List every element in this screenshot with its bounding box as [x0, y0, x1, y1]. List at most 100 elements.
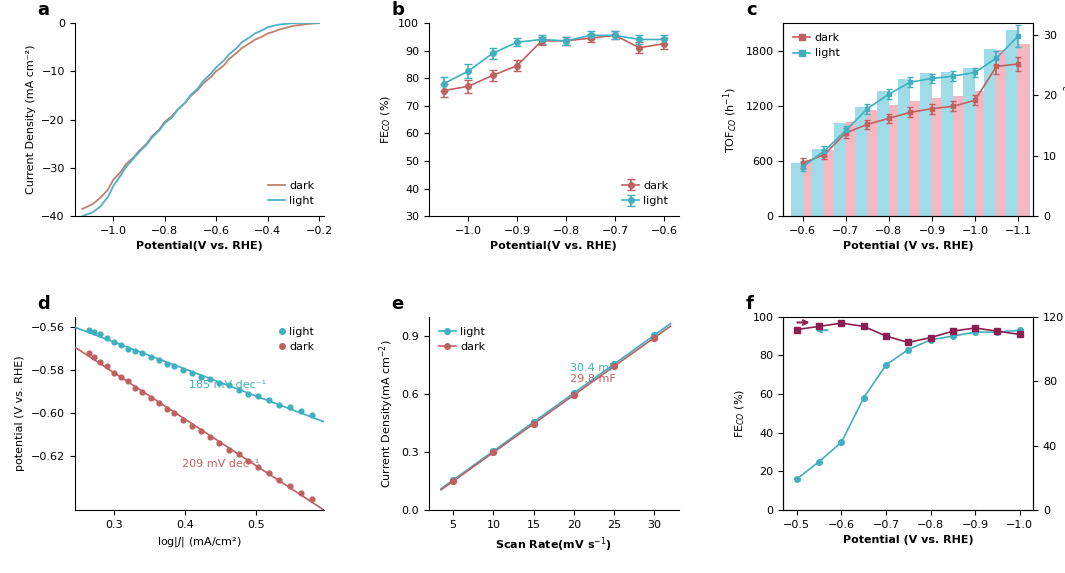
Bar: [813, 149, 824, 216]
light: [286, 19, 299, 26]
Point: [98, 333, 115, 343]
dark: [282, 24, 295, 31]
Point: [444, 477, 461, 486]
Line: dark: dark: [82, 23, 320, 209]
Point: [143, 353, 160, 362]
dark: [179, 99, 192, 106]
Point: [105, 368, 122, 377]
Bar: [1006, 30, 1018, 216]
Point: [292, 488, 309, 497]
Point: [485, 448, 502, 457]
light: [153, 127, 166, 134]
light: [192, 85, 204, 92]
Point: [281, 482, 298, 491]
light: [159, 120, 171, 127]
Point: [119, 344, 136, 354]
dark: [166, 112, 179, 119]
Point: [304, 411, 321, 420]
Point: [134, 387, 151, 397]
X-axis label: Potential(V vs. RHE): Potential(V vs. RHE): [490, 241, 618, 252]
Point: [91, 357, 108, 366]
Bar: [876, 91, 889, 216]
dark: [295, 21, 308, 28]
light: [223, 51, 235, 58]
Point: [230, 450, 247, 459]
dark: [76, 206, 88, 213]
light: [274, 21, 286, 28]
Legend: dark, light: dark, light: [618, 176, 673, 211]
X-axis label: Scan Rate(mV s$^{-1}$): Scan Rate(mV s$^{-1}$): [495, 535, 612, 554]
Point: [98, 362, 115, 371]
Point: [525, 419, 542, 428]
X-axis label: log|$J$| (mA/cm²): log|$J$| (mA/cm²): [157, 535, 242, 550]
light: [106, 183, 119, 190]
Point: [566, 390, 583, 399]
dark: [128, 154, 141, 160]
Text: c: c: [746, 1, 756, 19]
light: [204, 70, 217, 77]
dark: [141, 140, 153, 147]
dark: [106, 176, 119, 183]
light: [261, 24, 274, 31]
Point: [166, 409, 183, 418]
light: [248, 30, 261, 37]
Point: [240, 390, 257, 399]
light: [295, 19, 308, 26]
Y-axis label: $i_{CO}$ (mA cm$^{-2}$): $i_{CO}$ (mA cm$^{-2}$): [1063, 80, 1065, 159]
Point: [201, 374, 218, 383]
light: [282, 20, 295, 27]
Text: 30.4 mF: 30.4 mF: [570, 363, 616, 373]
dark: [261, 30, 274, 37]
Y-axis label: Current Density(mA cm$^{-2}$): Current Density(mA cm$^{-2}$): [377, 339, 396, 488]
Point: [220, 445, 237, 454]
Point: [193, 426, 210, 435]
dark: [230, 49, 243, 56]
Point: [119, 376, 136, 386]
Bar: [867, 111, 880, 216]
X-axis label: Potential(V vs. RHE): Potential(V vs. RHE): [136, 241, 263, 252]
dark: [286, 22, 299, 29]
Y-axis label: FE$_{CO}$ (%): FE$_{CO}$ (%): [379, 95, 393, 144]
X-axis label: Potential (V vs. RHE): Potential (V vs. RHE): [842, 241, 973, 252]
Legend: dark, light: dark, light: [263, 176, 318, 211]
Line: light: light: [82, 23, 320, 216]
Text: 29.8 mF: 29.8 mF: [570, 374, 616, 384]
dark: [256, 33, 268, 40]
Y-axis label: potential (V vs. RHE): potential (V vs. RHE): [15, 355, 26, 471]
Point: [220, 381, 237, 390]
dark: [153, 126, 166, 133]
light: [299, 19, 312, 26]
dark: [204, 73, 217, 80]
dark: [313, 19, 326, 26]
light: [145, 135, 158, 142]
Bar: [932, 99, 944, 216]
Text: f: f: [746, 295, 754, 313]
light: [210, 64, 223, 71]
Point: [281, 402, 298, 411]
light: [313, 19, 326, 26]
Point: [134, 348, 151, 358]
light: [119, 163, 132, 170]
light: [166, 113, 179, 120]
Point: [201, 433, 218, 442]
light: [243, 34, 256, 41]
Point: [260, 396, 277, 405]
Bar: [963, 68, 974, 216]
Bar: [997, 50, 1009, 216]
Point: [230, 385, 247, 394]
Point: [143, 394, 160, 403]
Point: [113, 372, 130, 382]
Point: [566, 388, 583, 398]
dark: [243, 40, 256, 46]
Point: [271, 400, 288, 409]
Y-axis label: TOF$_{CO}$ (h$^{-1}$): TOF$_{CO}$ (h$^{-1}$): [722, 87, 740, 152]
Point: [127, 383, 144, 392]
dark: [248, 37, 261, 44]
Text: 209 mV dec⁻¹: 209 mV dec⁻¹: [181, 459, 259, 469]
dark: [132, 147, 145, 154]
Text: a: a: [37, 1, 49, 19]
Text: 185 mV dec⁻¹: 185 mV dec⁻¹: [189, 379, 266, 390]
Point: [485, 446, 502, 456]
dark: [86, 201, 99, 207]
dark: [119, 160, 132, 167]
